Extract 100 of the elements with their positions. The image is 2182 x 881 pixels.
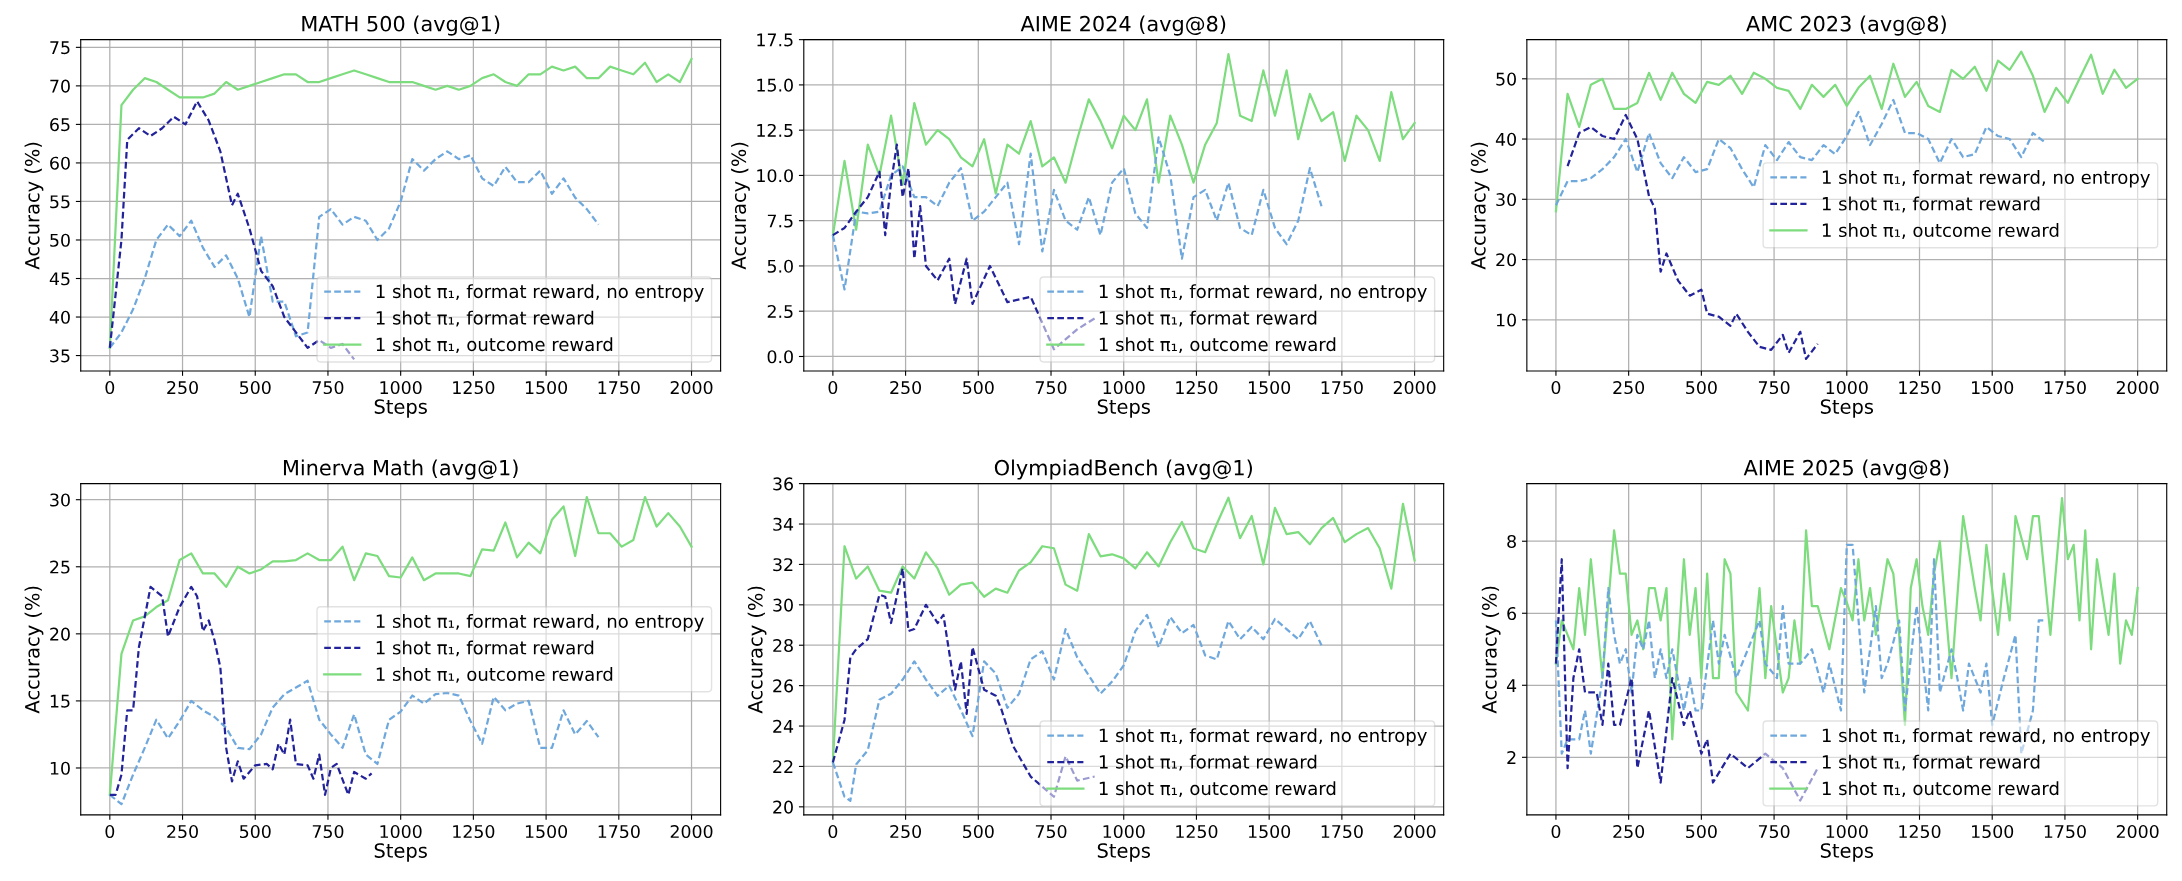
x-tick-label: 750: [1035, 824, 1067, 839]
y-tick-label: 34: [773, 517, 794, 531]
x-tick-label: 0: [828, 380, 838, 395]
y-tick-label: 25: [50, 560, 70, 574]
x-tick-label: 1750: [598, 824, 640, 839]
x-tick-label: 500: [963, 824, 994, 839]
x-tick-label: 500: [1686, 824, 1717, 839]
x-tick-label: 1750: [2044, 380, 2086, 395]
chart-title: Minerva Math (avg@1): [283, 459, 518, 480]
x-tick-label: 1000: [380, 824, 422, 839]
y-tick-label: 70: [50, 79, 70, 93]
y-tick-label: 20: [1496, 253, 1516, 267]
y-axis-title: Accuracy (%): [1481, 586, 1501, 714]
y-tick-label: 30: [50, 493, 70, 507]
x-tick-label: 1750: [2044, 824, 2086, 839]
x-tick-label: 250: [1613, 824, 1645, 839]
x-tick-label: 0: [1551, 380, 1561, 395]
legend-label: 1 shot π₁, format reward, no entropy: [1822, 170, 2150, 188]
y-tick-label: 20: [50, 627, 70, 641]
legend-label: 1 shot π₁, outcome reward: [376, 337, 613, 354]
x-tick-label: 1000: [1103, 380, 1145, 395]
y-tick-label: 2: [1507, 751, 1516, 764]
y-tick-label: 26: [773, 679, 793, 693]
y-tick-label: 28: [773, 638, 793, 653]
x-tick-label: 1250: [1899, 824, 1941, 839]
x-tick-label: 750: [312, 380, 344, 395]
x-tick-label: 750: [1758, 380, 1790, 395]
x-axis-title: Steps: [1820, 399, 1874, 418]
chart-title: MATH 500 (avg@1): [302, 15, 500, 36]
x-tick-label: 1500: [1248, 824, 1291, 839]
legend-label: 1 shot π₁, outcome reward: [1099, 337, 1336, 354]
x-tick-label: 2000: [1393, 380, 1436, 395]
x-tick-label: 0: [1551, 824, 1561, 839]
y-tick-label: 30: [1496, 192, 1516, 207]
legend-label: 1 shot π₁, format reward, no entropy: [1099, 728, 1427, 746]
legend-label: 1 shot π₁, format reward: [376, 310, 594, 327]
legend-label: 1 shot π₁, format reward, no entropy: [376, 614, 704, 632]
legend-label: 1 shot π₁, outcome reward: [1822, 781, 2059, 798]
y-tick-label: 5.0: [767, 259, 793, 273]
y-tick-label: 65: [50, 118, 70, 132]
line-series: [1554, 543, 2046, 755]
x-tick-label: 1250: [1899, 380, 1941, 395]
legend-label: 1 shot π₁, format reward, no entropy: [1099, 284, 1427, 302]
y-tick-label: 24: [773, 719, 794, 733]
y-tick-label: 55: [50, 195, 70, 209]
y-tick-label: 0.0: [767, 350, 793, 364]
x-tick-label: 0: [105, 824, 115, 839]
y-axis-title: Accuracy (%): [24, 142, 44, 270]
legend-label: 1 shot π₁, format reward: [1099, 754, 1317, 771]
chart-title: AIME 2024 (avg@8): [1020, 15, 1226, 36]
legend-label: 1 shot π₁, format reward: [376, 640, 594, 657]
x-tick-label: 0: [105, 380, 115, 395]
x-tick-label: 1250: [453, 380, 495, 395]
y-tick-label: 32: [773, 558, 793, 572]
line-series: [831, 567, 1096, 798]
x-tick-label: 1750: [1321, 824, 1363, 839]
y-tick-label: 6: [1507, 606, 1517, 621]
x-tick-label: 2000: [1393, 824, 1436, 839]
x-axis-title: Steps: [1097, 843, 1150, 862]
legend-label: 1 shot π₁, format reward, no entropy: [1822, 728, 2150, 746]
x-tick-label: 1000: [1826, 380, 1868, 395]
legend-label: 1 shot π₁, outcome reward: [376, 667, 613, 683]
x-tick-label: 1500: [525, 824, 568, 839]
y-axis-title: Accuracy (%): [747, 586, 767, 714]
x-tick-label: 1500: [525, 380, 568, 395]
x-tick-label: 1250: [453, 824, 495, 839]
x-tick-label: 2000: [670, 824, 713, 839]
x-tick-label: 250: [890, 824, 922, 839]
x-tick-label: 250: [167, 380, 198, 395]
y-tick-label: 7.5: [767, 214, 793, 228]
x-tick-label: 1500: [1248, 380, 1291, 395]
line-series: [1566, 113, 1819, 361]
y-tick-label: 22: [773, 760, 793, 774]
x-tick-label: 500: [1686, 380, 1717, 395]
y-tick-label: 17.5: [757, 33, 793, 47]
y-tick-label: 12.5: [757, 123, 793, 138]
y-axis-title: Accuracy (%): [731, 142, 750, 270]
y-tick-label: 10: [50, 761, 70, 775]
line-series: [1554, 558, 1819, 802]
x-tick-label: 750: [1758, 824, 1790, 839]
x-tick-label: 750: [312, 824, 344, 839]
x-tick-label: 1000: [1103, 824, 1145, 839]
legend-label: 1 shot π₁, outcome reward: [1822, 223, 2059, 239]
legend-label: 1 shot π₁, format reward: [1822, 754, 2040, 771]
y-axis-title: Accuracy (%): [24, 586, 44, 714]
x-tick-label: 1000: [1826, 824, 1868, 839]
chart-title: OlympiadBench (avg@1): [994, 459, 1252, 480]
line-series: [831, 143, 1096, 351]
y-tick-label: 40: [49, 310, 70, 324]
x-tick-label: 1000: [380, 380, 422, 395]
x-axis-title: Steps: [1820, 843, 1874, 862]
x-tick-label: 500: [963, 380, 994, 395]
x-tick-label: 1250: [1176, 380, 1218, 395]
x-tick-label: 1250: [1176, 824, 1218, 839]
line-series: [108, 100, 356, 361]
x-tick-label: 250: [890, 380, 922, 395]
x-tick-label: 250: [1613, 380, 1645, 395]
x-tick-label: 2000: [2116, 824, 2159, 839]
y-tick-label: 10: [1496, 313, 1516, 327]
legend-label: 1 shot π₁, format reward: [1099, 310, 1317, 327]
